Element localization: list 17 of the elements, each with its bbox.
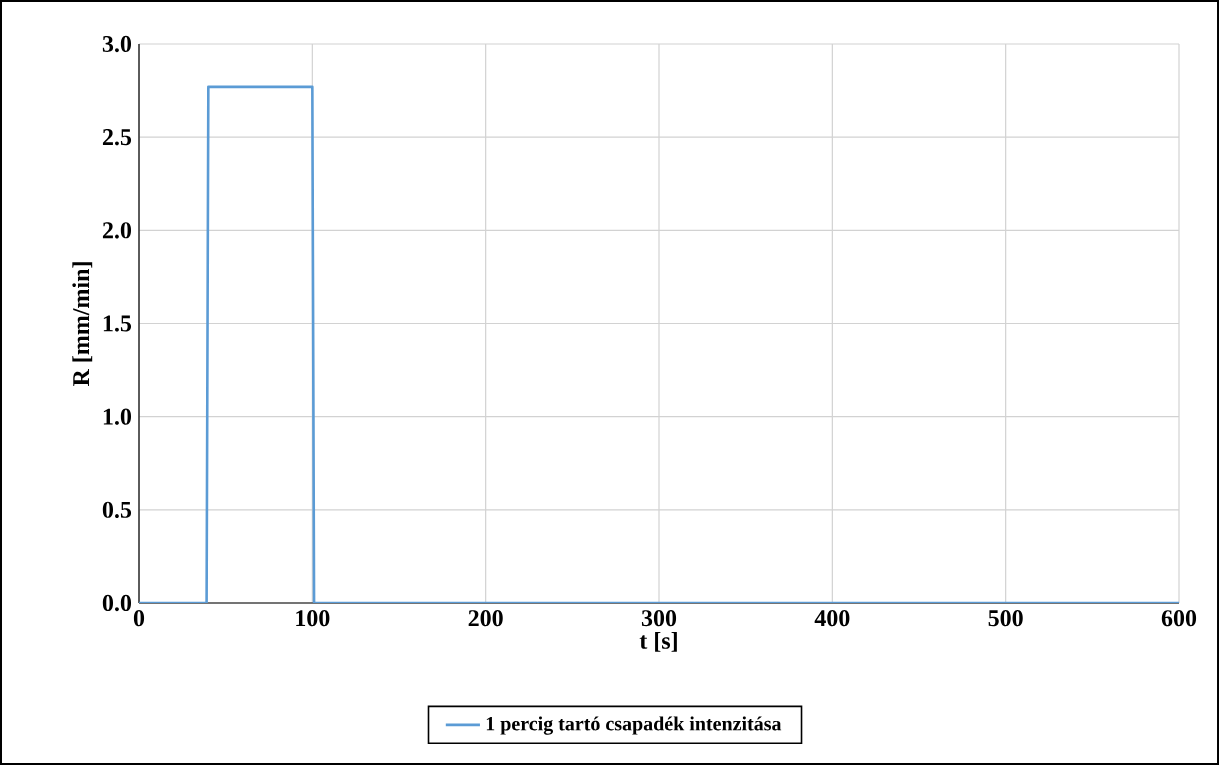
y-tick-label: 2.5: [102, 129, 132, 146]
y-tick-label: 2.0: [102, 222, 132, 239]
x-tick-label: 400: [814, 610, 850, 627]
x-tick-label: 600: [1161, 610, 1197, 627]
y-tick-label: 1.5: [103, 315, 132, 332]
y-tick-label: 0.0: [102, 594, 132, 612]
x-axis-title: t [s]: [639, 631, 677, 652]
y-axis-title: R [mm/min]: [72, 262, 93, 387]
x-tick-label: 300: [641, 610, 677, 627]
y-tick-label: 3.0: [102, 35, 132, 53]
y-tick-label: 1.0: [103, 408, 132, 425]
x-tick-label: 100: [296, 610, 330, 627]
x-tick-label: 0: [133, 610, 145, 627]
legend-label: 1 percig tartó csapadék intenzitása: [486, 716, 782, 735]
x-tick-label: 200: [468, 610, 503, 627]
y-tick-label: 0.5: [102, 501, 132, 518]
x-tick-label: 500: [988, 610, 1023, 627]
